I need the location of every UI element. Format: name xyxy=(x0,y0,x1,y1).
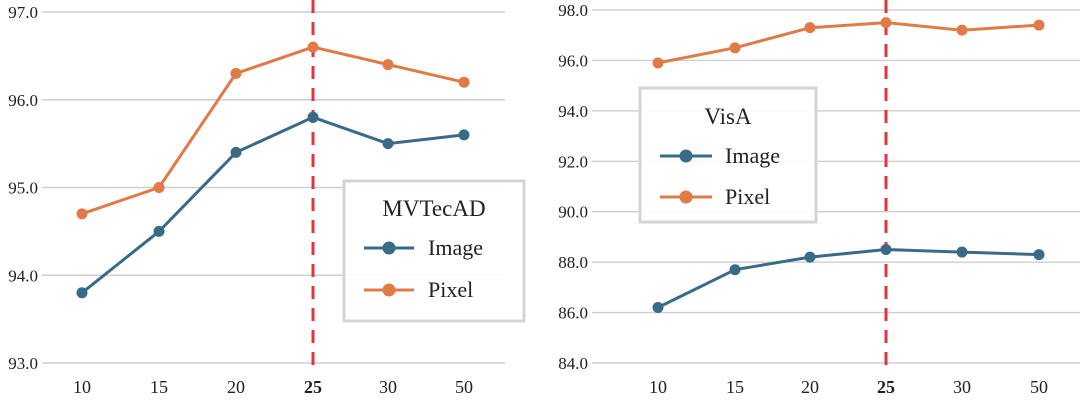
x-tick-label: 20 xyxy=(227,377,245,397)
x-tick-label: 50 xyxy=(455,377,473,397)
legend: MVTecAD Image Pixel xyxy=(342,179,526,323)
y-tick-label: 98.0 xyxy=(558,1,588,20)
chart-visa: 84.0 86.0 88.0 90.0 92.0 94.0 96.0 98.0 10 15 20 25… xyxy=(558,0,1080,397)
data-point-image xyxy=(382,138,394,150)
legend-marker-pixel xyxy=(679,190,693,204)
data-point-pixel xyxy=(76,208,88,220)
y-tick-label: 88.0 xyxy=(558,253,588,272)
legend-title: VisA xyxy=(704,104,752,129)
x-tick-label: 15 xyxy=(726,377,744,397)
y-tick-label: 94.0 xyxy=(558,102,588,121)
x-tick-label: 10 xyxy=(649,377,667,397)
y-tick-label: 96.0 xyxy=(558,51,588,70)
data-point-image xyxy=(230,146,242,158)
data-point-image xyxy=(307,111,319,123)
x-tick-label: 30 xyxy=(953,377,971,397)
data-point-pixel xyxy=(153,182,165,193)
data-point-pixel xyxy=(1033,19,1045,31)
legend-label-pixel: Pixel xyxy=(428,277,473,302)
legend-marker-image xyxy=(382,241,396,255)
y-tick-label: 86.0 xyxy=(558,304,588,323)
legend-title: MVTecAD xyxy=(382,196,485,221)
y-tick-label: 95.0 xyxy=(8,179,38,198)
data-point-image xyxy=(652,302,664,314)
y-tick-label: 84.0 xyxy=(558,354,588,373)
y-tick-label: 93.0 xyxy=(8,354,38,373)
data-point-pixel xyxy=(652,57,664,69)
legend-label-image: Image xyxy=(428,235,483,260)
series-line-pixel xyxy=(81,45,465,216)
x-tick-label: 30 xyxy=(379,377,397,397)
x-tick-label: 10 xyxy=(73,377,91,397)
data-point-image xyxy=(458,129,470,141)
x-tick-label: 25 xyxy=(304,377,322,397)
data-point-image xyxy=(880,244,892,256)
data-point-pixel xyxy=(880,17,892,29)
y-tick-label: 92.0 xyxy=(558,152,588,171)
y-tick-label: 90.0 xyxy=(558,203,588,222)
series-line-image xyxy=(81,115,465,294)
x-tick-label: 50 xyxy=(1030,377,1048,397)
legend: VisA Image Pixel xyxy=(638,86,818,224)
x-tick-label: 25 xyxy=(877,377,895,397)
series-line-pixel xyxy=(657,21,1040,65)
data-point-pixel xyxy=(729,42,741,54)
data-point-image xyxy=(153,225,165,237)
data-point-image xyxy=(956,246,968,258)
legend-marker-image xyxy=(679,149,693,163)
legend-marker-pixel xyxy=(382,283,396,297)
data-point-image xyxy=(76,287,88,299)
data-point-image xyxy=(804,251,816,263)
data-point-image xyxy=(1033,249,1045,261)
data-point-image xyxy=(729,264,741,276)
y-tick-label: 94.0 xyxy=(8,266,38,285)
legend-label-image: Image xyxy=(725,143,780,168)
data-point-pixel xyxy=(382,59,394,71)
chart-mvtecad: 93.0 94.0 95.0 96.0 97.0 10 15 20 25 30 50 MVTecAD I… xyxy=(8,0,526,397)
x-tick-label: 15 xyxy=(150,377,168,397)
legend-label-pixel: Pixel xyxy=(725,184,770,209)
data-point-pixel xyxy=(804,22,816,34)
y-tick-label: 97.0 xyxy=(8,3,38,22)
series-line-image xyxy=(657,248,1040,309)
data-point-pixel xyxy=(230,67,242,79)
legend-box xyxy=(342,179,526,323)
data-point-pixel xyxy=(458,76,470,88)
x-tick-label: 20 xyxy=(801,377,819,397)
data-point-pixel xyxy=(956,24,968,36)
y-tick-label: 96.0 xyxy=(8,91,38,110)
data-point-pixel xyxy=(307,41,319,53)
